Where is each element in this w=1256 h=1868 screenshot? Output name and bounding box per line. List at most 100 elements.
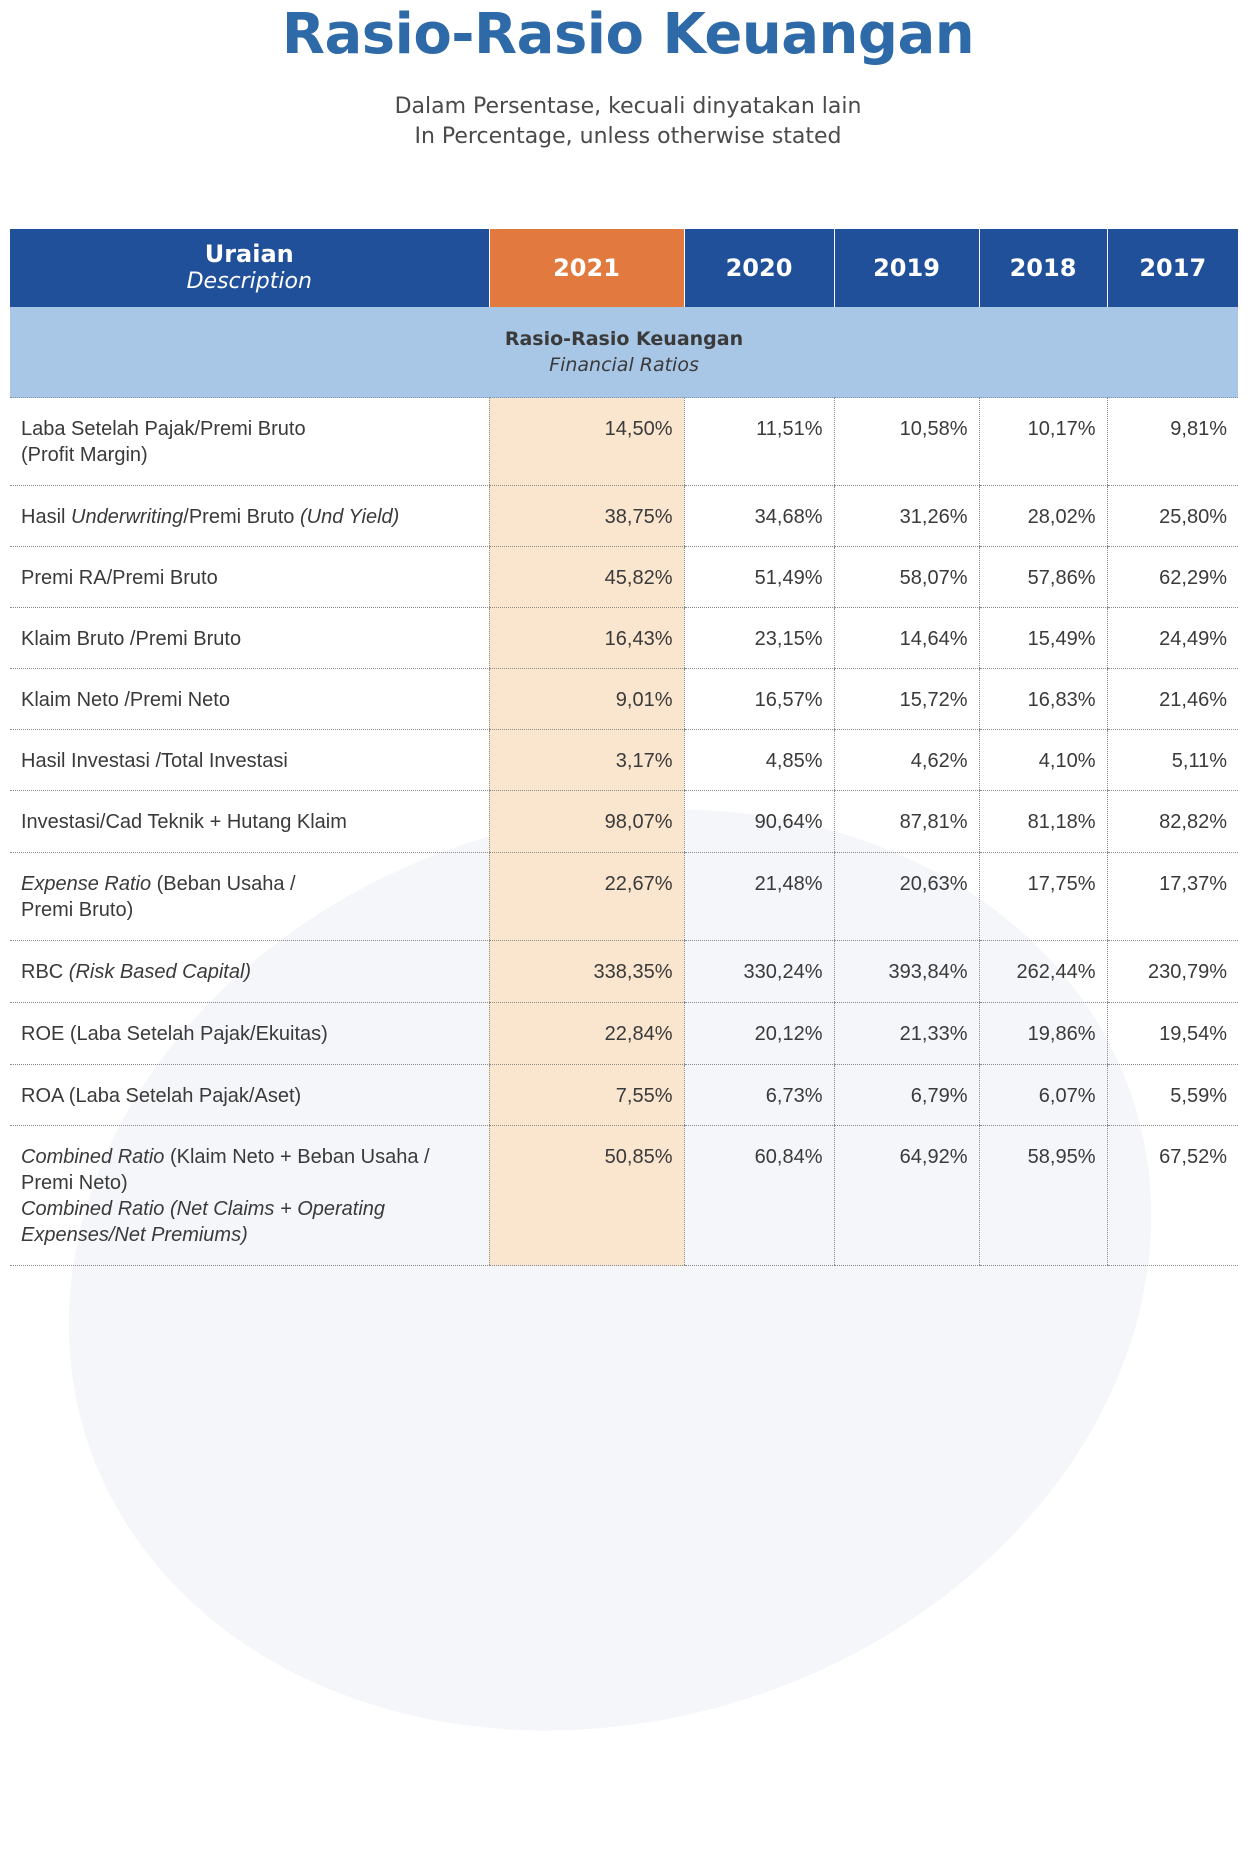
cell-2020: 16,57% [683,668,834,730]
cell-2020: 51,49% [683,546,834,608]
cell-2017: 24,49% [1106,607,1238,669]
cell-2020: 330,24% [683,940,834,1003]
cell-2018: 4,10% [978,729,1107,791]
cell-2017: 67,52% [1106,1125,1238,1266]
row-label-line: Combined Ratio (Klaim Neto + Beban Usaha… [21,1146,430,1168]
cell-2017: 230,79% [1106,940,1238,1003]
table-row: RBC (Risk Based Capital) 338,35% 330,24%… [10,940,1238,1003]
subtitle: Dalam Persentase, kecuali dinyatakan lai… [0,92,1256,152]
cell-2020: 60,84% [683,1125,834,1266]
cell-2019: 14,64% [833,607,979,669]
table-row: Premi RA/Premi Bruto 45,82% 51,49% 58,07… [10,546,1238,608]
cell-2018: 28,02% [978,485,1107,547]
row-label-line: Combined Ratio (Net Claims + Operating [21,1198,386,1220]
table-row: Expense Ratio (Beban Usaha / Premi Bruto… [10,852,1238,941]
cell-2018: 6,07% [978,1064,1107,1126]
cell-2019: 20,63% [833,852,979,941]
cell-2018: 19,86% [978,1002,1107,1065]
cell-2021: 22,67% [488,852,684,941]
row-label: Expense Ratio (Beban Usaha / Premi Bruto… [10,852,489,941]
row-label-line: Expenses/Net Premiums) [21,1224,248,1246]
cell-2018: 10,17% [978,397,1107,486]
row-label-line: Premi Bruto) [21,899,134,921]
cell-2020: 90,64% [683,790,834,853]
cell-2019: 393,84% [833,940,979,1003]
cell-2020: 20,12% [683,1002,834,1065]
cell-2018: 262,44% [978,940,1107,1003]
table-row: ROA (Laba Setelah Pajak/Aset) 7,55% 6,73… [10,1064,1238,1126]
cell-2018: 57,86% [978,546,1107,608]
cell-2021: 7,55% [488,1064,684,1126]
table-row: Hasil Investasi /Total Investasi 3,17% 4… [10,729,1238,791]
row-label: ROE (Laba Setelah Pajak/Ekuitas) [10,1002,489,1065]
header-description-sub: Description [186,269,312,294]
cell-2017: 9,81% [1106,397,1238,486]
header-description-main: Uraian [204,240,294,268]
cell-2019: 15,72% [833,668,979,730]
row-label: Hasil Underwriting/Premi Bruto (Und Yiel… [10,485,489,547]
cell-2021: 22,84% [488,1002,684,1065]
table-row: Laba Setelah Pajak/Premi Bruto (Profit M… [10,397,1238,486]
cell-2021: 338,35% [488,940,684,1003]
cell-2017: 5,11% [1106,729,1238,791]
cell-2017: 17,37% [1106,852,1238,941]
section-title-sub: Financial Ratios [549,354,699,376]
section-row: Rasio-Rasio Keuangan Financial Ratios [10,307,1238,398]
cell-2021: 98,07% [488,790,684,853]
header-year-2019: 2019 [833,229,979,307]
cell-2020: 23,15% [683,607,834,669]
subtitle-line-id: Dalam Persentase, kecuali dinyatakan lai… [394,94,862,119]
row-label: Hasil Investasi /Total Investasi [10,729,489,791]
cell-2020: 21,48% [683,852,834,941]
subtitle-line-en: In Percentage, unless otherwise stated [414,124,842,149]
header-year-2021: 2021 [488,229,684,307]
row-label: Klaim Bruto /Premi Bruto [10,607,489,669]
table-row: ROE (Laba Setelah Pajak/Ekuitas) 22,84% … [10,1002,1238,1065]
row-label: Investasi/Cad Teknik + Hutang Klaim [10,790,489,853]
cell-2020: 6,73% [683,1064,834,1126]
cell-2019: 21,33% [833,1002,979,1065]
page-title: Rasio-Rasio Keuangan [281,2,975,67]
row-label-line: Laba Setelah Pajak/Premi Bruto [21,418,306,440]
cell-2017: 62,29% [1106,546,1238,608]
cell-2021: 16,43% [488,607,684,669]
cell-2021: 45,82% [488,546,684,608]
cell-2017: 21,46% [1106,668,1238,730]
cell-2019: 64,92% [833,1125,979,1266]
row-label: ROA (Laba Setelah Pajak/Aset) [10,1064,489,1126]
cell-2018: 81,18% [978,790,1107,853]
cell-2021: 3,17% [488,729,684,791]
cell-2019: 4,62% [833,729,979,791]
cell-2019: 58,07% [833,546,979,608]
table-row: Combined Ratio (Klaim Neto + Beban Usaha… [10,1125,1238,1266]
table-row: Hasil Underwriting/Premi Bruto (Und Yiel… [10,485,1238,547]
cell-2021: 9,01% [488,668,684,730]
cell-2021: 38,75% [488,485,684,547]
section-title: Rasio-Rasio Keuangan Financial Ratios [10,307,1238,398]
header-description: Uraian Description [10,229,489,307]
row-label: Premi RA/Premi Bruto [10,546,489,608]
cell-2017: 5,59% [1106,1064,1238,1126]
cell-2017: 82,82% [1106,790,1238,853]
cell-2018: 58,95% [978,1125,1107,1266]
cell-2019: 10,58% [833,397,979,486]
financial-ratios-table: Uraian Description 2021 2020 2019 2018 2… [10,229,1238,1266]
cell-2020: 34,68% [683,485,834,547]
cell-2020: 4,85% [683,729,834,791]
table-row: Klaim Neto /Premi Neto 9,01% 16,57% 15,7… [10,668,1238,730]
cell-2019: 6,79% [833,1064,979,1126]
cell-2021: 50,85% [488,1125,684,1266]
cell-2020: 11,51% [683,397,834,486]
header-year-2018: 2018 [978,229,1107,307]
row-label: Combined Ratio (Klaim Neto + Beban Usaha… [10,1125,489,1266]
cell-2019: 87,81% [833,790,979,853]
cell-2018: 17,75% [978,852,1107,941]
cell-2017: 25,80% [1106,485,1238,547]
cell-2018: 16,83% [978,668,1107,730]
row-label: Laba Setelah Pajak/Premi Bruto (Profit M… [10,397,489,486]
header-year-2017: 2017 [1106,229,1238,307]
row-label-line: Premi Neto) [21,1172,128,1194]
row-label-line: Expense Ratio (Beban Usaha / [21,873,296,895]
section-title-main: Rasio-Rasio Keuangan [504,328,744,350]
header-year-2020: 2020 [683,229,834,307]
